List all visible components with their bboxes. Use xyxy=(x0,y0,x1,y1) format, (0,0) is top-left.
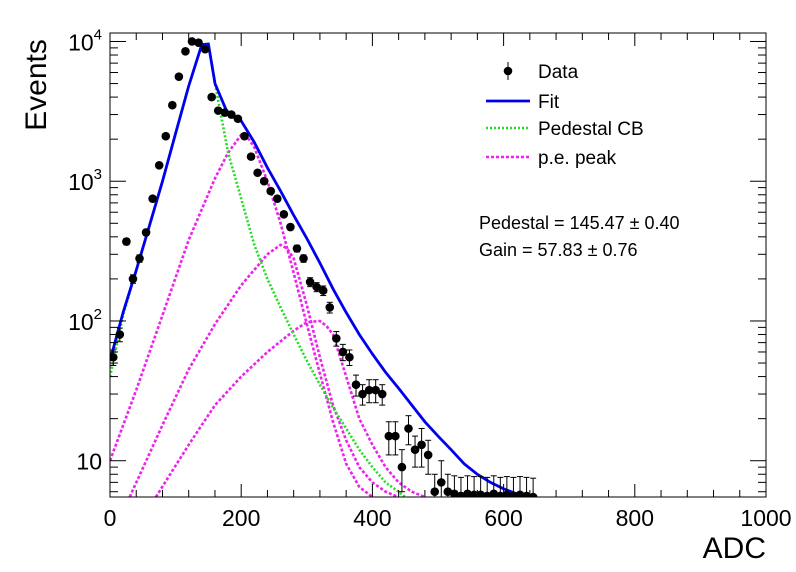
data-point xyxy=(410,445,420,454)
x-tick-label: 1000 xyxy=(740,505,791,531)
plot-layer xyxy=(110,37,538,497)
data-point xyxy=(423,450,433,460)
data-point xyxy=(522,491,531,497)
data-point xyxy=(469,490,479,497)
annotations: Pedestal = 145.47 ± 0.40 Gain = 57.83 ± 0… xyxy=(479,213,680,260)
pe-peak-curve-1 xyxy=(110,133,374,497)
data-point xyxy=(364,385,374,395)
data-point xyxy=(476,490,485,497)
y-tick-label: 10 xyxy=(76,449,102,475)
legend-marker xyxy=(503,66,513,76)
data-point xyxy=(207,92,216,102)
data-point xyxy=(115,330,125,339)
data-point xyxy=(489,489,499,497)
plot-frame xyxy=(109,32,767,498)
annotation-gain: Gain = 57.83 ± 0.76 xyxy=(479,240,638,260)
x-tick-label: 0 xyxy=(104,505,117,531)
data-point xyxy=(338,347,348,357)
data-point xyxy=(436,478,446,487)
plot-area xyxy=(110,37,538,497)
pe-peak-curve-3 xyxy=(154,319,426,497)
data-point xyxy=(358,389,367,399)
legend-label: Data xyxy=(538,62,579,83)
data-point xyxy=(384,431,394,441)
data-point xyxy=(325,303,335,312)
data-point xyxy=(128,274,138,284)
axis-layer: 0 200 400 600 800 1000 10 102 103 104 xyxy=(68,26,792,531)
data-point xyxy=(174,72,184,81)
data-point xyxy=(141,228,151,237)
data-point xyxy=(122,237,131,246)
data-point xyxy=(404,424,413,433)
data-point xyxy=(200,44,210,54)
x-tick-label: 200 xyxy=(222,505,260,531)
data-point xyxy=(286,222,295,232)
data-point xyxy=(240,131,249,141)
data-point xyxy=(187,37,197,46)
x-axis-label: ADC xyxy=(703,532,766,565)
data-point xyxy=(456,491,466,497)
y-tick-label: 104 xyxy=(68,26,102,55)
data-point xyxy=(305,277,315,287)
data-point xyxy=(299,254,308,263)
y-tick-label: 103 xyxy=(68,166,102,195)
data-point xyxy=(181,47,190,56)
data-point xyxy=(509,491,518,497)
data-point xyxy=(496,491,505,497)
data-point xyxy=(194,38,203,48)
data-point xyxy=(345,352,354,362)
data-point xyxy=(213,106,223,115)
data-point xyxy=(377,389,387,399)
data-point xyxy=(233,114,243,124)
data-point xyxy=(168,100,177,110)
data-point xyxy=(312,282,321,292)
data-point xyxy=(351,380,361,389)
annotation-pedestal: Pedestal = 145.47 ± 0.40 xyxy=(479,213,680,233)
fit-curve xyxy=(110,42,535,497)
legend-label: Pedestal CB xyxy=(538,119,644,140)
data-point xyxy=(227,110,236,119)
data-point xyxy=(161,131,171,141)
data-point xyxy=(110,352,118,362)
data-point xyxy=(450,489,459,497)
data-point xyxy=(430,487,440,497)
x-tick-label: 800 xyxy=(616,505,654,531)
data-point xyxy=(259,176,269,186)
data-point xyxy=(332,334,341,343)
x-tick-label: 600 xyxy=(484,505,522,531)
data-point xyxy=(371,385,380,395)
data-point xyxy=(528,492,538,497)
data-point xyxy=(443,487,453,497)
y-tick-label: 102 xyxy=(68,306,102,335)
pe-peak-curve-2 xyxy=(128,243,400,497)
data-point xyxy=(391,431,400,441)
legend-label: Fit xyxy=(538,92,560,113)
data-point xyxy=(515,490,525,497)
data-point xyxy=(318,286,328,295)
data-point xyxy=(272,194,282,203)
data-point xyxy=(463,489,472,497)
data-point xyxy=(220,108,230,117)
data-point xyxy=(148,194,157,203)
y-axis-label: Events xyxy=(20,39,53,131)
data-point xyxy=(246,152,256,161)
data-point xyxy=(502,490,512,497)
legend-label: p.e. peak xyxy=(538,148,617,169)
data-point xyxy=(279,209,289,219)
data-point xyxy=(397,462,407,472)
data-point xyxy=(135,254,144,263)
data-point xyxy=(253,168,262,178)
x-tick-label: 400 xyxy=(353,505,391,531)
data-point xyxy=(292,244,302,253)
data-point xyxy=(417,440,426,450)
legend: Data Fit Pedestal CB p.e. peak xyxy=(486,62,644,169)
data-point xyxy=(266,186,276,196)
data-point xyxy=(154,161,164,170)
data-point xyxy=(482,491,492,497)
pedestal-cb-curve xyxy=(110,42,407,497)
